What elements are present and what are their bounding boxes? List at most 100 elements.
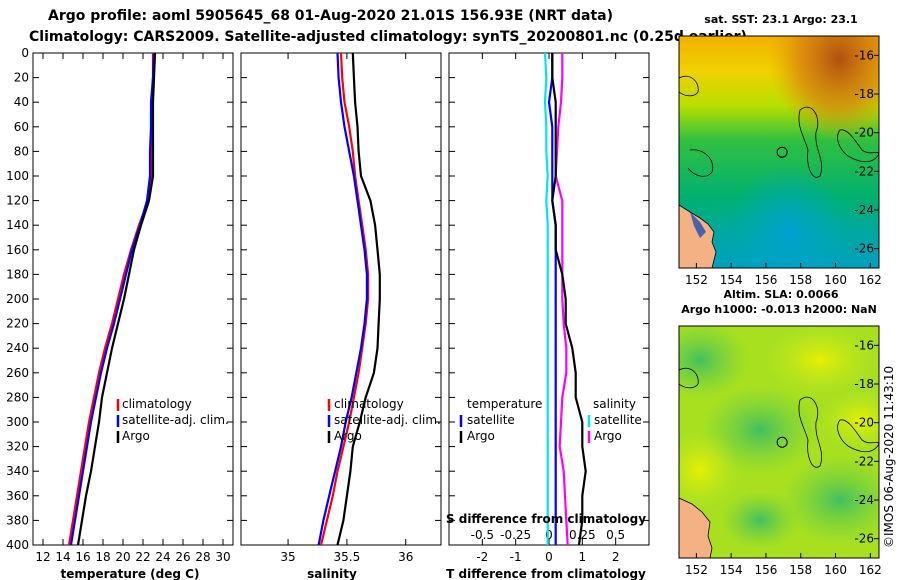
x-tick-label: 12 [35,550,50,564]
imos-credit: ©IMOS 06-Aug-2020 11:43:10 [882,366,896,548]
legend-s-argo: Argo [594,429,622,443]
series-line [69,53,156,545]
x-tick-label: 20 [115,550,130,564]
legend-t-argo: Argo [467,429,495,443]
depth-tick-label: 180 [6,267,29,281]
map-y-tick-label: -18 [854,87,874,101]
legend-argo: Argo [334,429,362,443]
legend-salinity-title: salinity [593,397,636,411]
map-y-tick-label: -26 [854,242,874,256]
series-line [67,53,155,545]
map-x-tick-label: 160 [824,563,847,577]
depth-tick-label: 60 [14,120,29,134]
coastline-land [679,497,713,558]
map-y-tick-label: -22 [854,164,874,178]
series-line [317,53,368,545]
x-tick-label: 24 [155,550,170,564]
difference-panel-frame [448,52,650,546]
s-tick-label: -0.25 [500,528,531,542]
x-tick-label: -1 [510,550,522,564]
depth-tick-label: 400 [6,538,29,552]
x-tick-label: 22 [135,550,150,564]
difference-xlabel: T difference from climatology [446,567,646,580]
salinity-xlabel: salinity [307,567,357,580]
map-y-tick-label: -18 [854,377,874,391]
header-subtitle: Climatology: CARS2009. Satellite-adjuste… [29,29,747,45]
map-x-tick-label: 152 [685,563,708,577]
sla-heatmap [679,326,879,558]
depth-tick-label: 280 [6,390,29,404]
map-y-tick-label: -26 [854,532,874,546]
depth-tick-label: 20 [14,71,29,85]
s-difference-label: S difference from climatology [446,512,646,526]
map-x-tick-label: 158 [789,563,812,577]
sst-map-title: sat. SST: 23.1 Argo: 23.1 [704,13,857,26]
series-line [554,53,569,545]
map-x-tick-label: 154 [720,563,743,577]
legend-satellite-adj: satellite-adj. clim. [334,413,441,427]
legend-s-satellite: satellite [594,413,642,427]
temperature-xlabel: temperature (deg C) [61,567,200,580]
s-tick-label: 0.5 [606,528,625,542]
sla-map-axes: 152 154 156 158 160 162 -16 -18 -20 -22 -24 -26 [685,338,882,577]
depth-tick-label: 240 [6,341,29,355]
depth-tick-label: 80 [14,144,29,158]
x-tick-label: 30 [215,550,230,564]
argo-location-marker [776,146,788,158]
temperature-panel-frame [32,52,234,546]
profile-series [67,53,587,545]
map-x-tick-label: 156 [755,273,778,287]
map-y-tick-label: -20 [854,416,874,430]
map-y-tick-label: -16 [854,338,874,352]
depth-tick-label: 120 [6,194,29,208]
map-x-tick-label: 158 [789,273,812,287]
map-x-tick-label: 152 [685,273,708,287]
argo-location-marker [776,436,788,448]
axis-ticks: 12 14 16 18 20 22 24 26 28 30 35 35.5 36 -2 -1 0 1 2-0.5-… [33,52,649,564]
series-line [319,53,370,545]
map-y-tick-label: -24 [854,203,874,217]
depth-tick-label: 300 [6,415,29,429]
coastline-land [679,204,717,268]
legend-t-satellite: satellite [467,413,515,427]
depth-tick-label: 160 [6,243,29,257]
legend-climatology: climatology [334,397,404,411]
x-tick-label: 1 [579,550,587,564]
difference-legend: temperature satellite Argo salinity sate… [459,397,642,443]
x-tick-label: -2 [476,550,488,564]
salinity-panel-frame [240,52,442,546]
x-tick-label: 14 [55,550,70,564]
x-tick-label: 35.5 [334,550,361,564]
x-tick-label: 35 [280,550,295,564]
x-tick-label: 16 [75,550,90,564]
series-line [543,53,549,545]
x-tick-label: 28 [195,550,210,564]
s-tick-label: 0.25 [569,528,596,542]
x-tick-label: 18 [95,550,110,564]
map-y-tick-label: -16 [854,48,874,62]
series-line [336,53,381,545]
map-y-tick-label: -24 [854,493,874,507]
temperature-legend: climatology satellite-adj. clim. Argo [116,397,229,443]
depth-tick-label: 100 [6,169,29,183]
map-y-tick-label: -20 [854,126,874,140]
x-tick-label: 26 [175,550,190,564]
s-tick-label: 0 [545,528,553,542]
depth-tick-label: 320 [6,440,29,454]
salinity-legend: climatology satellite-adj. clim. Argo [327,397,441,443]
legend-climatology: climatology [122,397,192,411]
legend-satellite-adj: satellite-adj. clim. [122,413,229,427]
depth-tick-label: 40 [14,95,29,109]
sst-map-axes: 152 154 156 158 160 162 -16 -18 -20 -22 -24 -26 [685,48,882,287]
sla-map-title: Altim. SLA: 0.0066 [723,288,838,301]
x-tick-label: 2 [612,550,620,564]
sla-map-subtitle: Argo h1000: -0.013 h2000: NaN [681,303,877,316]
x-tick-label: 36 [398,550,413,564]
header-title: Argo profile: aoml 5905645_68 01-Aug-202… [48,8,613,24]
legend-temperature-title: temperature [467,397,542,411]
map-x-tick-label: 160 [824,273,847,287]
depth-tick-label: 140 [6,218,29,232]
depth-axis-labels: 0 20 40 60 80 100 120 140 160 180 200 220 240 260 280 3… [6,46,29,552]
depth-tick-label: 220 [6,317,29,331]
